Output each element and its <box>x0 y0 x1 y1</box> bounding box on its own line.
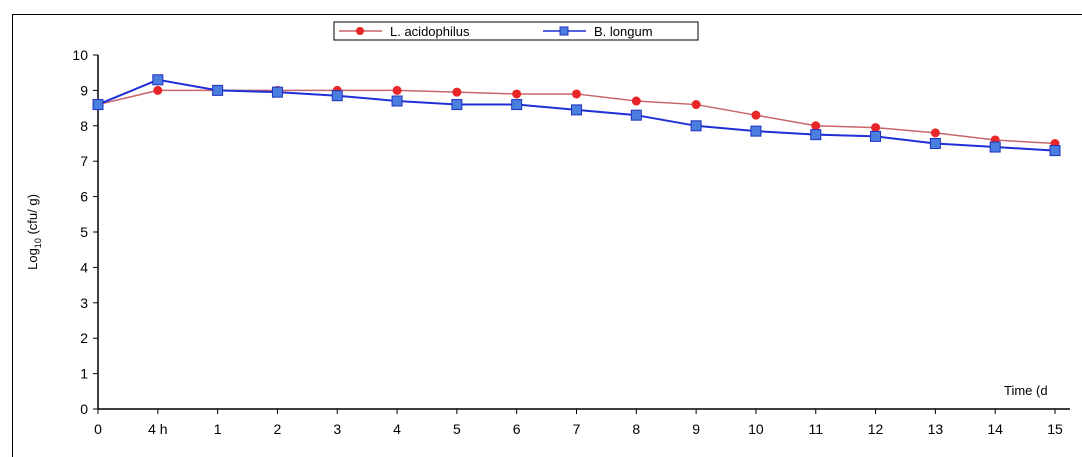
legend-marker-b-longum <box>559 26 569 36</box>
data-point-b-longum <box>1049 145 1061 157</box>
data-point-b-longum <box>690 120 702 132</box>
y-ticks: 0 1 2 3 4 5 6 7 8 9 10 <box>72 47 98 417</box>
data-point-b-longum <box>571 104 582 116</box>
data-point-b-longum <box>750 125 762 137</box>
data-point-b-longum <box>810 129 822 141</box>
data-point-b-longum <box>511 99 523 111</box>
data-point-l-acidophilus <box>751 110 761 120</box>
data-point-b-longum <box>152 74 164 86</box>
y-tick-label: 9 <box>80 82 88 98</box>
y-axis-title: Log10 (cfu/ g) <box>25 194 43 270</box>
data-point-b-longum <box>271 86 283 98</box>
x-tick-label: 1 <box>214 421 222 437</box>
data-point-l-acidophilus <box>392 85 402 95</box>
data-point-b-longum <box>331 90 343 102</box>
x-tick-label: 2 <box>274 421 282 437</box>
y-axis-title-base: Log <box>25 248 40 270</box>
x-tick-label: 5 <box>453 421 461 437</box>
data-point-b-longum <box>989 141 1001 153</box>
y-tick-label: 0 <box>80 401 88 417</box>
x-tick-label: 0 <box>94 421 102 437</box>
y-axis-title-rest: (cfu/ g) <box>25 194 40 238</box>
data-point-b-longum <box>451 99 463 111</box>
x-axis-title: Time (d <box>1004 383 1048 398</box>
data-point-l-acidophilus <box>930 128 940 138</box>
x-tick-label: 4 <box>393 421 401 437</box>
data-point-l-acidophilus <box>631 96 641 106</box>
legend-marker-l-acidophilus <box>356 27 364 35</box>
data-point-l-acidophilus <box>512 89 522 99</box>
data-point-l-acidophilus <box>811 121 821 131</box>
x-tick-label: 13 <box>928 421 944 437</box>
x-tick-label: 3 <box>333 421 341 437</box>
data-point-l-acidophilus <box>153 85 163 95</box>
y-tick-label: 6 <box>80 189 88 205</box>
y-tick-label: 3 <box>80 295 88 311</box>
x-tick-label: 9 <box>692 421 700 437</box>
data-point-b-longum <box>929 138 941 149</box>
data-point-b-longum <box>212 84 224 96</box>
data-point-l-acidophilus <box>871 123 881 133</box>
y-tick-label: 2 <box>80 330 88 346</box>
x-tick-label: 12 <box>868 421 884 437</box>
data-point-b-longum <box>92 99 104 111</box>
data-point-l-acidophilus <box>691 100 701 110</box>
legend-label-l-acidophilus: L. acidophilus <box>390 24 470 39</box>
chart-frame <box>12 14 1082 457</box>
data-point-l-acidophilus <box>572 89 581 99</box>
x-tick-label: 4 h <box>148 421 167 437</box>
x-tick-label: 10 <box>748 421 764 437</box>
y-axis-title-sub: 10 <box>33 238 43 248</box>
x-tick-label: 15 <box>1047 421 1063 437</box>
x-tick-label: 6 <box>513 421 521 437</box>
data-point-b-longum <box>870 130 882 142</box>
data-point-b-longum <box>391 95 403 107</box>
x-tick-label: 7 <box>573 421 581 437</box>
x-tick-label: 8 <box>632 421 640 437</box>
data-point-b-longum <box>630 109 642 121</box>
y-tick-label: 4 <box>80 259 88 275</box>
y-tick-label: 8 <box>80 118 88 134</box>
legend-box <box>333 21 699 41</box>
x-tick-label: 11 <box>808 421 823 437</box>
x-tick-label: 14 <box>987 421 1003 437</box>
y-tick-label: 10 <box>72 47 88 63</box>
y-tick-label: 1 <box>80 366 88 382</box>
data-point-l-acidophilus <box>452 87 462 97</box>
y-tick-label: 7 <box>80 153 88 169</box>
series-markers <box>92 74 1061 157</box>
legend-label-b-longum: B. longum <box>594 24 653 39</box>
legend: L. acidophilus B. longum <box>333 21 699 41</box>
y-tick-label: 5 <box>80 224 88 240</box>
